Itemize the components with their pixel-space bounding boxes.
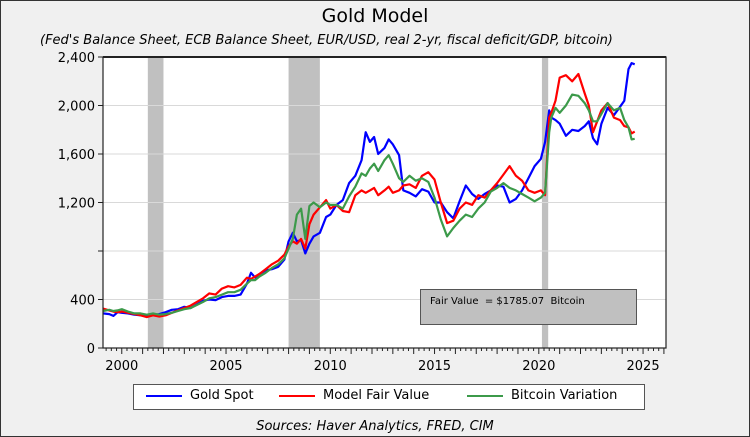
- legend-label-bitcoin-variation: Bitcoin Variation: [511, 388, 618, 403]
- y-tick-label: 2,000: [58, 100, 95, 115]
- y-tick-label: 0: [87, 342, 95, 357]
- chart-title: Gold Model: [321, 5, 429, 27]
- x-axis-ticks: 2000 2005 2010 2015 2020 2025: [105, 348, 665, 374]
- x-tick-label: 2020: [522, 359, 555, 374]
- y-tick-label: 400: [70, 294, 95, 309]
- sources-note: Sources: Haver Analytics, FRED, CIM: [256, 419, 494, 434]
- fair-value-annotation: Fair Value = $1785.07 Bitcoin: [420, 289, 637, 325]
- y-axis-ticks: 0 400 1,200 1,600 2,000 2,400: [58, 51, 103, 357]
- legend-swatch-bitcoin-variation: [467, 394, 503, 397]
- x-tick-label: 2015: [418, 359, 451, 374]
- y-tick-label: 1,600: [58, 148, 95, 163]
- series-line-bitcoin-variation: [102, 93, 635, 316]
- legend: Gold Spot Model Fair Value Bitcoin Varia…: [133, 384, 645, 410]
- legend-label-gold-spot: Gold Spot: [190, 388, 254, 403]
- legend-item-gold-spot: Gold Spot: [146, 388, 254, 403]
- legend-swatch-model-fair-value: [279, 394, 315, 397]
- fair-value-text: Fair Value = $1785.07 Bitcoin: [430, 296, 585, 307]
- series-line-model-fair-value: [102, 72, 636, 319]
- x-tick-label: 2005: [209, 359, 242, 374]
- legend-label-model-fair-value: Model Fair Value: [323, 388, 430, 403]
- x-tick-label: 2000: [105, 359, 138, 374]
- chart-subtitle: (Fed's Balance Sheet, ECB Balance Sheet,…: [40, 33, 613, 48]
- legend-item-model-fair-value: Model Fair Value: [279, 388, 429, 403]
- x-tick-label: 2010: [314, 359, 347, 374]
- y-tick-label: 2,400: [58, 51, 95, 66]
- y-tick-label: 1,200: [58, 197, 95, 212]
- series-lines: [102, 61, 636, 319]
- x-tick-label: 2025: [627, 359, 660, 374]
- legend-item-bitcoin-variation: Bitcoin Variation: [467, 388, 617, 403]
- legend-swatch-gold-spot: [146, 394, 182, 397]
